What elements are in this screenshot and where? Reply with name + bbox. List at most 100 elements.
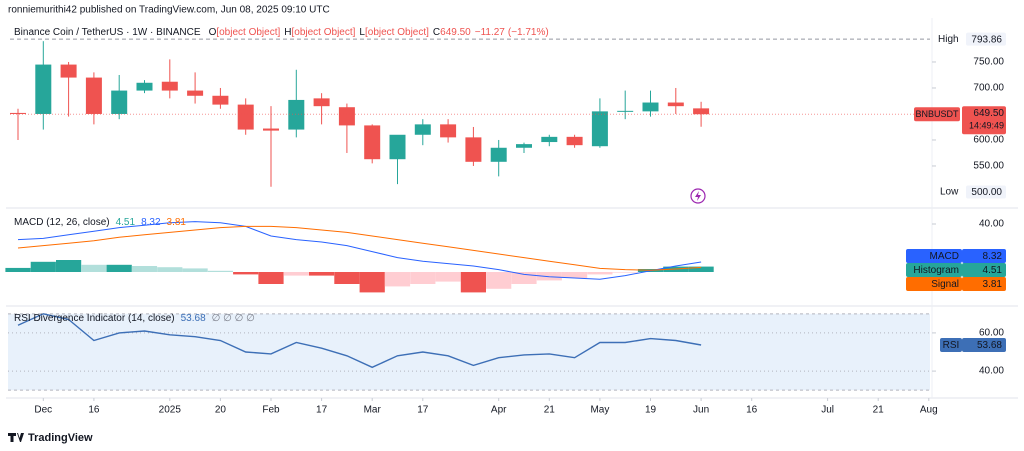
candle-body — [440, 124, 457, 138]
indicator-value-box — [962, 277, 1006, 291]
candle-body — [212, 95, 229, 105]
candle-body — [389, 134, 406, 160]
x-tick-label: Dec — [34, 405, 52, 416]
histogram-bar — [207, 270, 233, 272]
indicator-name: Histogram — [913, 265, 959, 276]
brand: TradingView — [28, 432, 93, 444]
ticker: BNBUSDT — [915, 109, 959, 119]
histogram-bar — [56, 260, 82, 272]
x-tick-label: May — [590, 405, 609, 416]
indicator-name-box — [906, 249, 962, 263]
indicator-value: 4.51 — [983, 265, 1003, 276]
x-tick-label: Jul — [821, 405, 834, 416]
low-label: Low — [940, 187, 959, 198]
brand-logo — [8, 433, 24, 442]
last-price: 649.50 — [973, 108, 1004, 119]
candle-body — [85, 77, 102, 114]
indicator-value-box — [962, 263, 1006, 277]
histogram-bar — [435, 272, 461, 282]
macd-line — [17, 221, 702, 280]
indicator-name-box — [940, 338, 962, 352]
legend-value: 8.32 — [141, 217, 161, 228]
y-tick-label: 40.00 — [979, 366, 1004, 377]
candle-body — [161, 81, 178, 91]
x-tick-label: 2025 — [159, 405, 182, 416]
x-tick-label: Mar — [364, 405, 382, 416]
high-value-box — [966, 32, 1006, 46]
candle-body — [414, 124, 431, 135]
x-tick-label: 16 — [746, 405, 758, 416]
symbol-legend: Binance Coin / TetherUS · 1W · BINANCE O[… — [14, 27, 549, 38]
ohlc-key: O — [209, 27, 217, 38]
indicator-value: 53.68 — [977, 340, 1002, 351]
indicator-name-box — [906, 263, 962, 277]
x-tick-label: Apr — [491, 405, 507, 416]
candle-body — [187, 90, 204, 96]
low-value: 500.00 — [971, 187, 1002, 198]
histogram-bar — [536, 272, 562, 281]
ohlc-key: L — [359, 27, 365, 38]
indicator-value-box — [962, 249, 1006, 263]
histogram-bar — [384, 272, 411, 287]
x-tick-label: 20 — [215, 405, 227, 416]
candle-body — [642, 102, 659, 112]
candle-body — [465, 137, 482, 162]
candle-body — [364, 125, 381, 160]
ohlc-value: [object Object] — [365, 27, 429, 38]
histogram-bar — [157, 267, 183, 272]
x-tick-label: 16 — [88, 405, 100, 416]
low-value-box — [966, 185, 1006, 199]
high-label: High — [938, 34, 959, 45]
histogram-bar — [182, 268, 208, 272]
y-tick-label: 60.00 — [979, 328, 1004, 339]
indicator-name: RSI — [943, 340, 960, 351]
rsi-flags: ∅ ∅ ∅ ∅ — [212, 313, 255, 324]
candle-body — [693, 108, 710, 115]
macd-legend: MACD (12, 26, close) 4.51 8.32 3.81 — [14, 217, 186, 228]
rsi-line — [17, 313, 702, 369]
candle-body — [566, 136, 583, 146]
histogram-bar — [258, 272, 284, 284]
histogram-bar — [81, 264, 107, 272]
x-tick-label: 19 — [645, 405, 657, 416]
indicator-name-box — [906, 277, 962, 291]
candle-body — [111, 90, 128, 114]
rsi-title: RSI Divergence Indicator (14, close) — [14, 313, 175, 324]
candle-body — [617, 110, 634, 112]
histogram-bar — [562, 272, 588, 278]
y-tick-label: 600.00 — [973, 135, 1004, 146]
histogram-bar — [410, 272, 436, 284]
publisher: ronniemurithi42 published on TradingView… — [8, 5, 330, 16]
legend-value: 4.51 — [116, 217, 136, 228]
indicator-name: MACD — [930, 251, 959, 262]
candle-body — [541, 136, 558, 143]
candle-body — [263, 128, 279, 131]
x-tick-label: Feb — [262, 405, 280, 416]
histogram-bar — [587, 272, 613, 275]
rsi-band — [8, 313, 930, 391]
y-tick-label: 550.00 — [973, 161, 1004, 172]
histogram-bar — [131, 266, 158, 272]
candle-body — [60, 64, 77, 78]
x-tick-label: 17 — [316, 405, 328, 416]
candle-body — [136, 82, 153, 91]
y-tick-label: 750.00 — [973, 57, 1004, 68]
last-price-box — [962, 106, 1006, 135]
indicator-value: 8.32 — [983, 251, 1003, 262]
change: −11.27 — [475, 27, 506, 38]
candle-body — [237, 104, 254, 130]
histogram-bar — [106, 264, 132, 272]
y-tick-label: 700.00 — [973, 83, 1004, 94]
ohlc-value: [object Object] — [216, 27, 280, 38]
x-tick-label: 21 — [873, 405, 885, 416]
symbol: Binance Coin / TetherUS · 1W · BINANCE — [14, 27, 201, 38]
histogram-bar — [688, 266, 714, 272]
x-tick-label: Aug — [920, 405, 938, 416]
x-tick-label: 21 — [544, 405, 556, 416]
candle-body — [35, 64, 52, 114]
legend-value: 53.68 — [181, 313, 206, 324]
ohlc-key: C — [433, 27, 440, 38]
histogram-bar — [460, 272, 486, 293]
candle-body — [10, 112, 26, 114]
